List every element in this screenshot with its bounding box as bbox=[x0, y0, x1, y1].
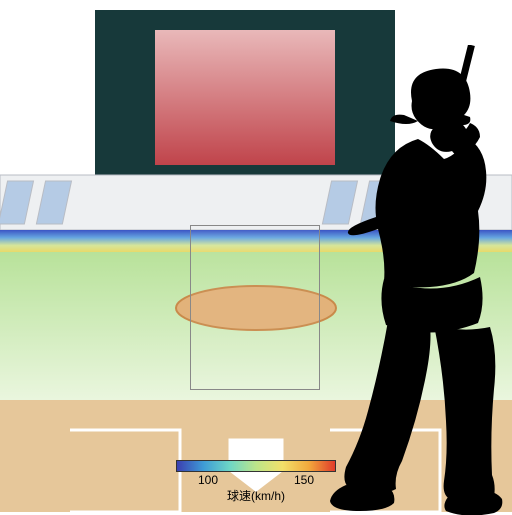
batter-silhouette-icon bbox=[300, 45, 512, 515]
speed-tick-max: 150 bbox=[294, 473, 314, 487]
speed-legend: 100 150 球速(km/h) bbox=[176, 460, 336, 504]
speed-legend-ticks: 100 150 bbox=[176, 473, 336, 487]
speed-legend-bar bbox=[176, 460, 336, 472]
speed-tick-min: 100 bbox=[198, 473, 218, 487]
speed-legend-label: 球速(km/h) bbox=[176, 487, 336, 504]
pitch-chart-scene: 100 150 球速(km/h) bbox=[0, 0, 512, 512]
